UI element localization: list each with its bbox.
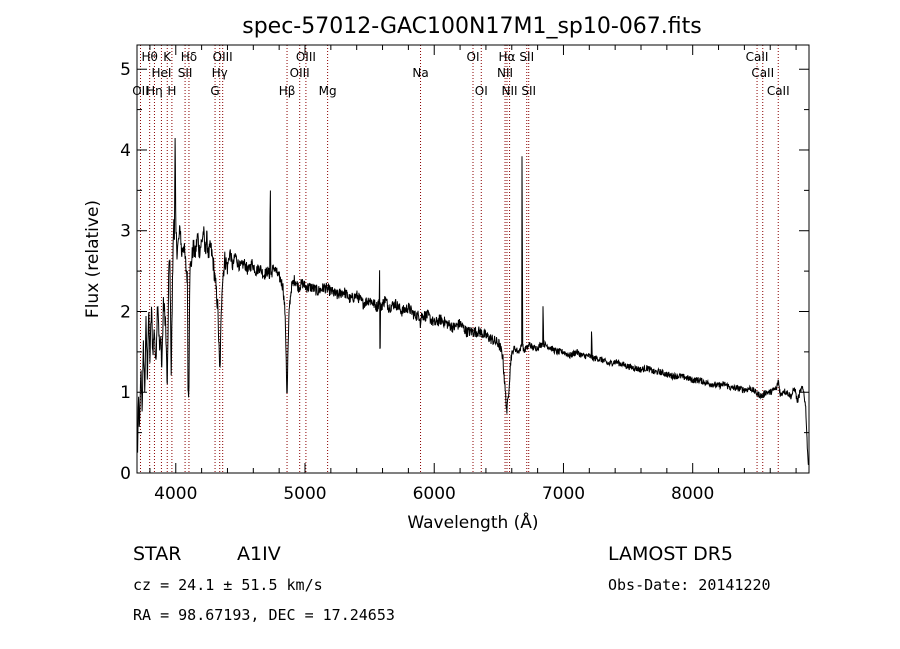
- spectral-line-label: Hη: [146, 84, 163, 98]
- redshift-readout: cz = 24.1 ± 51.5 km/s: [133, 576, 323, 594]
- spectral-line-label: OI: [467, 50, 480, 64]
- plot-frame: [136, 44, 810, 474]
- y-tick-label: 0: [120, 464, 131, 484]
- x-tick-label: 8000: [671, 484, 714, 504]
- x-axis-ticks: 4000 5000 6000 7000 8000: [149, 45, 797, 504]
- spectral-line-label: CaII: [767, 84, 790, 98]
- spectral-line-label: OI: [475, 84, 488, 98]
- spectral-line-label: NII: [497, 66, 513, 80]
- spectral-line-label: NII: [502, 84, 518, 98]
- x-axis-label: Wavelength (Å): [407, 511, 538, 533]
- spectral-line-label: H: [167, 84, 176, 98]
- spectral-line-label: OIII: [296, 50, 316, 64]
- coordinates-readout: RA = 98.67193, DEC = 17.24653: [133, 606, 395, 624]
- chart-title: spec-57012-GAC100N17M1_sp10-067.fits: [242, 14, 702, 39]
- object-subclass: A1IV: [237, 543, 281, 565]
- spectral-line-label: SII: [519, 50, 534, 64]
- y-axis-ticks: 0 1 2 3 4 5: [120, 60, 809, 484]
- survey-name: LAMOST DR5: [608, 543, 733, 565]
- y-tick-label: 5: [120, 60, 131, 80]
- x-tick-label: 6000: [413, 484, 456, 504]
- spectrum-series-line: [136, 137, 809, 466]
- spectral-line-label: CaII: [751, 66, 774, 80]
- spectral-line-label: SII: [521, 84, 536, 98]
- spectral-line-label: OII: [132, 84, 149, 98]
- spectral-line-label: K: [163, 50, 172, 64]
- y-tick-label: 2: [120, 302, 131, 322]
- spectral-line-label: SII: [178, 66, 193, 80]
- spectral-line-label: Hβ: [279, 84, 296, 98]
- spectral-line-label: Hδ: [181, 50, 197, 64]
- spectral-line-markers: [139, 45, 779, 473]
- spectral-line-label: Mg: [319, 84, 337, 98]
- spectral-line-label: CaII: [746, 50, 769, 64]
- spectral-line-label: HeI: [151, 66, 171, 80]
- spectral-line-label: OIII: [213, 50, 233, 64]
- object-class: STAR: [133, 543, 181, 565]
- spectral-line-label: Na: [412, 66, 428, 80]
- spectral-line-label: OIII: [290, 66, 310, 80]
- x-tick-label: 4000: [154, 484, 197, 504]
- y-tick-label: 4: [120, 141, 131, 161]
- x-tick-label: 7000: [542, 484, 585, 504]
- y-tick-label: 1: [120, 383, 131, 403]
- spectral-line-labels: OIIHθHηHeIKHSIIHδGHγOIIIHβOIIIOIIIMgNaOI…: [132, 50, 789, 98]
- observation-date: Obs-Date: 20141220: [608, 576, 771, 594]
- spectral-line-label: Hα: [499, 50, 516, 64]
- spectral-line-label: Hθ: [141, 50, 157, 64]
- x-tick-label: 5000: [283, 484, 326, 504]
- y-axis-label: Flux (relative): [83, 200, 103, 318]
- y-tick-label: 3: [120, 222, 131, 242]
- spectral-line-label: G: [210, 84, 219, 98]
- spectral-line-label: Hγ: [212, 66, 228, 80]
